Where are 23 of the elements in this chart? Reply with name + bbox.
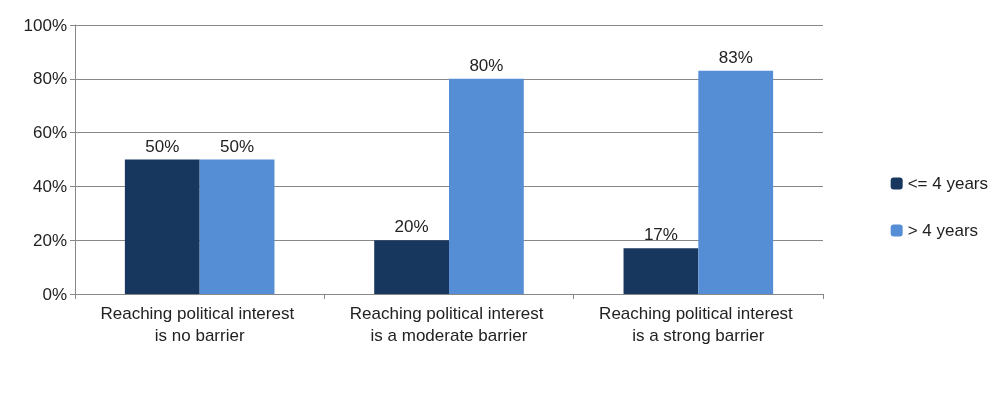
bar [374,240,449,294]
x-tick-label: Reaching political interest is a moderate barrier [349,303,549,345]
legend-label: > 4 years [907,221,979,240]
bar [623,248,699,294]
y-tick-label: 0% [42,284,67,304]
data-label: 50% [220,136,255,156]
data-label: 50% [145,136,180,156]
y-tick-label: 20% [32,230,67,250]
y-tick-label: 40% [32,176,67,196]
bar [199,159,275,294]
legend-label: <= 4 years [907,174,988,193]
data-label: 20% [394,217,429,237]
bar [698,70,774,294]
y-tick-label: 100% [23,15,67,35]
data-label: 80% [469,55,504,75]
data-label: 83% [718,47,753,67]
data-label: 17% [643,225,678,245]
bar [449,78,524,294]
bar [124,159,200,294]
x-tick-label: Reaching political interest is a strong barrier [599,303,798,345]
y-tick-label: 60% [32,123,67,143]
x-tick-label: Reaching political interest is no barrier [100,303,299,345]
y-tick-label: 80% [32,69,67,89]
